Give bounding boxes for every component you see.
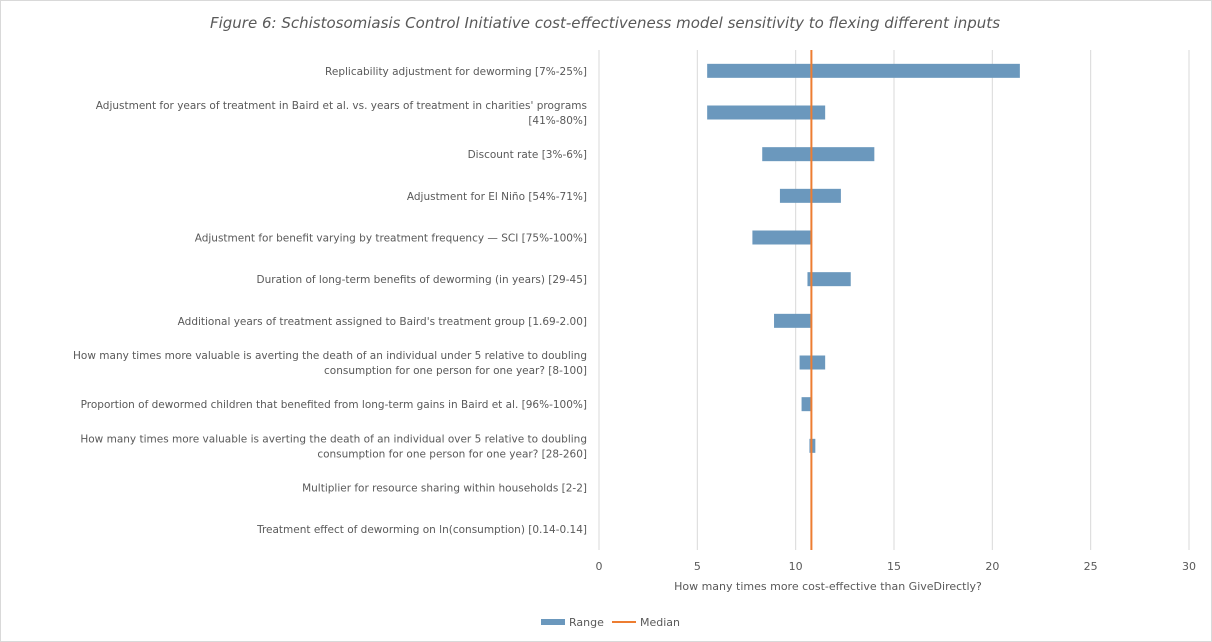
range-bar [752,230,812,245]
category-label: Duration of long-term benefits of deworm… [257,274,587,286]
x-tick-label: 15 [887,560,901,573]
gridlines [598,50,1190,550]
range-bar [707,105,826,120]
x-tick-label: 30 [1182,560,1196,573]
category-label: How many times more valuable is averting… [73,350,587,377]
category-label: Replicability adjustment for deworming [… [325,66,587,78]
x-tick-label: 5 [694,560,701,573]
category-label: Adjustment for El Niño [54%-71%] [407,191,587,203]
x-tick-label: 0 [596,560,603,573]
x-tick-labels: 0 5 10 15 20 25 30 [596,560,1197,573]
range-bar [707,63,1020,78]
category-label: Treatment effect of deworming on ln(cons… [256,524,587,536]
category-label: Adjustment for benefit varying by treatm… [195,233,587,245]
legend: Range Median [541,616,680,629]
legend-label-range: Range [569,616,604,629]
chart-title: Figure 6: Schistosomiasis Control Initia… [210,14,1000,32]
category-label: Proportion of dewormed children that ben… [81,399,587,411]
category-label: Multiplier for resource sharing within h… [302,483,587,495]
range-bars [707,63,1020,453]
category-label: How many times more valuable is averting… [80,433,587,460]
category-labels: Replicability adjustment for deworming [… [73,66,587,536]
x-tick-label: 10 [789,560,803,573]
x-tick-label: 20 [985,560,999,573]
legend-swatch-range [541,619,565,625]
category-label: Adjustment for years of treatment in Bai… [96,100,587,127]
x-tick-label: 25 [1084,560,1098,573]
range-bar [807,272,851,287]
range-bar [801,397,812,412]
range-bar [762,147,875,162]
range-bar [774,313,812,328]
category-label: Discount rate [3%-6%] [468,149,587,161]
x-axis-title: How many times more cost-effective than … [674,580,982,593]
category-label: Additional years of treatment assigned t… [178,316,587,328]
legend-label-median: Median [640,616,680,629]
